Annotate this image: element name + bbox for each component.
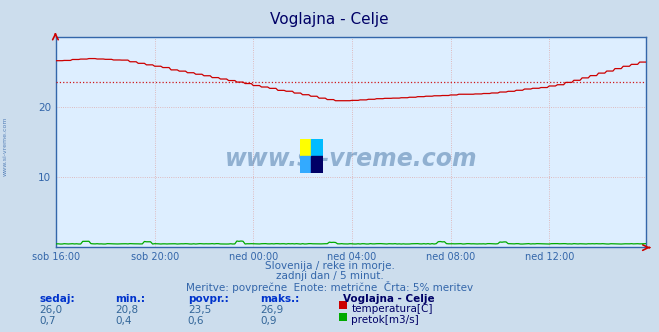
- Text: zadnji dan / 5 minut.: zadnji dan / 5 minut.: [275, 271, 384, 281]
- Text: 26,0: 26,0: [40, 305, 63, 315]
- Text: maks.:: maks.:: [260, 294, 300, 304]
- Bar: [300, 156, 312, 173]
- Text: Meritve: povprečne  Enote: metrične  Črta: 5% meritev: Meritve: povprečne Enote: metrične Črta:…: [186, 281, 473, 292]
- Text: temperatura[C]: temperatura[C]: [351, 304, 433, 314]
- Text: 23,5: 23,5: [188, 305, 211, 315]
- Text: pretok[m3/s]: pretok[m3/s]: [351, 315, 419, 325]
- Bar: [312, 156, 323, 173]
- Bar: [312, 139, 323, 156]
- Text: 0,6: 0,6: [188, 316, 204, 326]
- Text: sedaj:: sedaj:: [40, 294, 75, 304]
- Text: povpr.:: povpr.:: [188, 294, 229, 304]
- Text: www.si-vreme.com: www.si-vreme.com: [225, 147, 477, 171]
- Bar: [300, 139, 312, 156]
- Text: www.si-vreme.com: www.si-vreme.com: [3, 116, 8, 176]
- Text: 26,9: 26,9: [260, 305, 283, 315]
- Text: 0,4: 0,4: [115, 316, 132, 326]
- Text: Slovenija / reke in morje.: Slovenija / reke in morje.: [264, 261, 395, 271]
- Text: 0,7: 0,7: [40, 316, 56, 326]
- Text: Voglajna - Celje: Voglajna - Celje: [270, 12, 389, 27]
- Text: Voglajna - Celje: Voglajna - Celje: [343, 294, 434, 304]
- Text: min.:: min.:: [115, 294, 146, 304]
- Text: 0,9: 0,9: [260, 316, 277, 326]
- Text: 20,8: 20,8: [115, 305, 138, 315]
